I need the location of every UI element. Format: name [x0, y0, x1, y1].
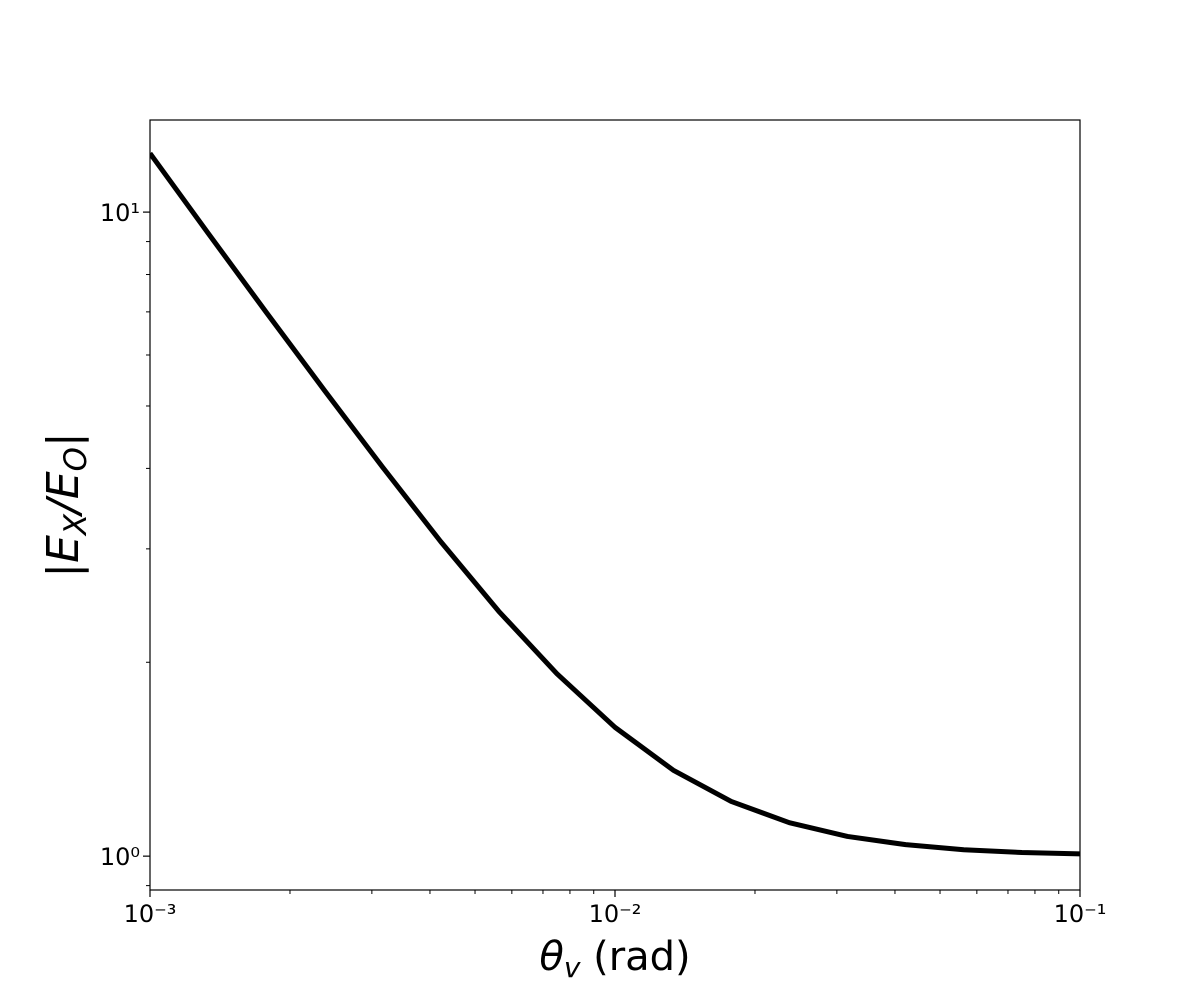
plot-frame — [149, 119, 1081, 891]
y-tick-label: 10⁰ — [100, 843, 140, 871]
x-tick-label: 10⁻¹ — [1054, 900, 1107, 928]
x-tick-label: 10⁻³ — [124, 900, 177, 928]
x-tick-label: 10⁻² — [589, 900, 642, 928]
data-line — [150, 151, 1080, 857]
y-tick-label: 10¹ — [100, 199, 140, 227]
y-axis-label: |EX/EO| — [38, 432, 94, 577]
x-axis-label: θv (rad) — [539, 934, 690, 984]
